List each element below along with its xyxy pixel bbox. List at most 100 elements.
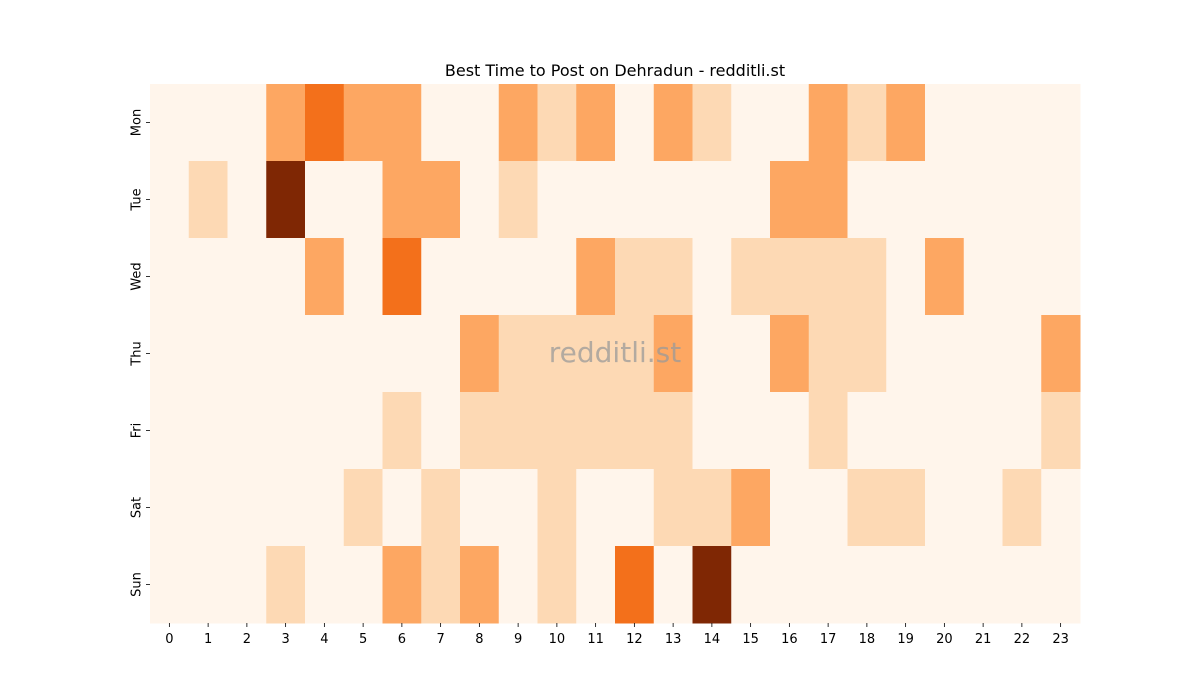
- heatmap-cell-sun-12: [615, 546, 655, 624]
- heatmap-cell-thu-20: [925, 315, 965, 393]
- heatmap-cell-tue-12: [615, 161, 655, 239]
- y-tick-label: Mon: [130, 109, 145, 136]
- heatmap-cell-sun-4: [305, 546, 345, 624]
- heatmap-cell-sat-2: [227, 469, 267, 547]
- heatmap-cell-mon-13: [653, 84, 693, 162]
- heatmap-cell-mon-8: [460, 84, 500, 162]
- heatmap-cell-fri-18: [847, 392, 887, 470]
- heatmap-cell-mon-10: [537, 84, 577, 162]
- x-tick-label: 10: [549, 632, 566, 647]
- heatmap-cell-tue-10: [537, 161, 577, 239]
- heatmap-cell-fri-15: [731, 392, 771, 470]
- heatmap-cell-sun-11: [576, 546, 616, 624]
- heatmap-cell-fri-7: [421, 392, 461, 470]
- x-tick-label: 5: [359, 632, 367, 647]
- x-tick-label: 17: [820, 632, 837, 647]
- heatmap-cell-sat-4: [305, 469, 345, 547]
- heatmap-cell-tue-6: [382, 161, 422, 239]
- heatmap-cell-sun-5: [343, 546, 383, 624]
- heatmap-cell-sun-8: [460, 546, 500, 624]
- x-tick-label: 4: [320, 632, 328, 647]
- heatmap-cell-mon-6: [382, 84, 422, 162]
- heatmap-cell-tue-15: [731, 161, 771, 239]
- heatmap-cell-tue-0: [150, 161, 190, 239]
- heatmap-cell-wed-0: [150, 238, 190, 316]
- heatmap-cell-tue-18: [847, 161, 887, 239]
- heatmap-cell-fri-12: [615, 392, 655, 470]
- heatmap-cell-sat-21: [963, 469, 1003, 547]
- heatmap-cell-fri-16: [770, 392, 810, 470]
- heatmap-cell-mon-0: [150, 84, 190, 162]
- heatmap-cell-wed-5: [343, 238, 383, 316]
- heatmap-cell-tue-4: [305, 161, 345, 239]
- heatmap-cell-tue-5: [343, 161, 383, 239]
- heatmap-cell-tue-7: [421, 161, 461, 239]
- heatmap-cell-wed-10: [537, 238, 577, 316]
- heatmap-cell-tue-16: [770, 161, 810, 239]
- heatmap-cell-tue-21: [963, 161, 1003, 239]
- heatmap-cell-tue-8: [460, 161, 500, 239]
- heatmap-cell-sun-14: [692, 546, 732, 624]
- heatmap-cell-thu-3: [266, 315, 306, 393]
- heatmap-cell-sat-18: [847, 469, 887, 547]
- heatmap-cell-mon-3: [266, 84, 306, 162]
- heatmap-cell-thu-2: [227, 315, 267, 393]
- heatmap-cell-wed-23: [1041, 238, 1081, 316]
- heatmap-cell-sun-20: [925, 546, 965, 624]
- heatmap-cell-sat-7: [421, 469, 461, 547]
- x-tick-label: 22: [1014, 632, 1031, 647]
- heatmap-cell-mon-11: [576, 84, 616, 162]
- heatmap-cell-sun-10: [537, 546, 577, 624]
- heatmap-cell-sun-9: [498, 546, 538, 624]
- heatmap-cell-sun-1: [188, 546, 228, 624]
- heatmap-cell-mon-12: [615, 84, 655, 162]
- x-tick-label: 7: [436, 632, 444, 647]
- heatmap-cell-fri-14: [692, 392, 732, 470]
- y-tick-label: Tue: [130, 188, 145, 211]
- heatmap-cell-sat-13: [653, 469, 693, 547]
- heatmap-cell-thu-17: [808, 315, 848, 393]
- heatmap-cell-mon-18: [847, 84, 887, 162]
- heatmap-cell-fri-4: [305, 392, 345, 470]
- x-tick-label: 1: [204, 632, 212, 647]
- heatmap-cell-sat-19: [886, 469, 926, 547]
- heatmap-cell-sat-23: [1041, 469, 1081, 547]
- heatmap-cell-sun-7: [421, 546, 461, 624]
- heatmap-cell-fri-23: [1041, 392, 1081, 470]
- heatmap-cell-wed-14: [692, 238, 732, 316]
- heatmap-cell-sun-13: [653, 546, 693, 624]
- heatmap-cell-mon-5: [343, 84, 383, 162]
- heatmap-cell-fri-9: [498, 392, 538, 470]
- heatmap-cell-sat-17: [808, 469, 848, 547]
- heatmap-cell-tue-11: [576, 161, 616, 239]
- heatmap-cell-wed-12: [615, 238, 655, 316]
- x-tick-label: 18: [859, 632, 876, 647]
- x-tick-label: 9: [514, 632, 522, 647]
- heatmap-cell-fri-22: [1002, 392, 1042, 470]
- heatmap-cell-mon-2: [227, 84, 267, 162]
- heatmap-cell-tue-3: [266, 161, 306, 239]
- heatmap-cell-thu-23: [1041, 315, 1081, 393]
- heatmap-cell-wed-1: [188, 238, 228, 316]
- heatmap-cell-thu-1: [188, 315, 228, 393]
- x-tick-label: 6: [398, 632, 406, 647]
- heatmap-cell-sat-6: [382, 469, 422, 547]
- heatmap-cell-sat-3: [266, 469, 306, 547]
- heatmap-cell-fri-20: [925, 392, 965, 470]
- heatmap-cell-wed-17: [808, 238, 848, 316]
- watermark-text: redditli.st: [549, 336, 681, 369]
- heatmap-cell-wed-8: [460, 238, 500, 316]
- heatmap-cell-fri-1: [188, 392, 228, 470]
- heatmap-cell-mon-15: [731, 84, 771, 162]
- heatmap-cell-thu-0: [150, 315, 190, 393]
- heatmap-cell-wed-18: [847, 238, 887, 316]
- heatmap-cell-tue-13: [653, 161, 693, 239]
- heatmap-cell-thu-12: [615, 315, 655, 393]
- x-tick-label: 12: [626, 632, 643, 647]
- heatmap-cell-sun-18: [847, 546, 887, 624]
- y-axis: Mon Tue Wed Thu Fri Sat Sun: [130, 109, 150, 597]
- heatmap-cell-tue-22: [1002, 161, 1042, 239]
- y-tick-label: Sun: [130, 572, 145, 597]
- y-tick-label: Wed: [130, 262, 145, 290]
- x-axis: 0 1 2 3 4 5 6 7 8 9 10 11 12 13 14 15 16 17 18 19 20 21 22 23: [165, 623, 1069, 647]
